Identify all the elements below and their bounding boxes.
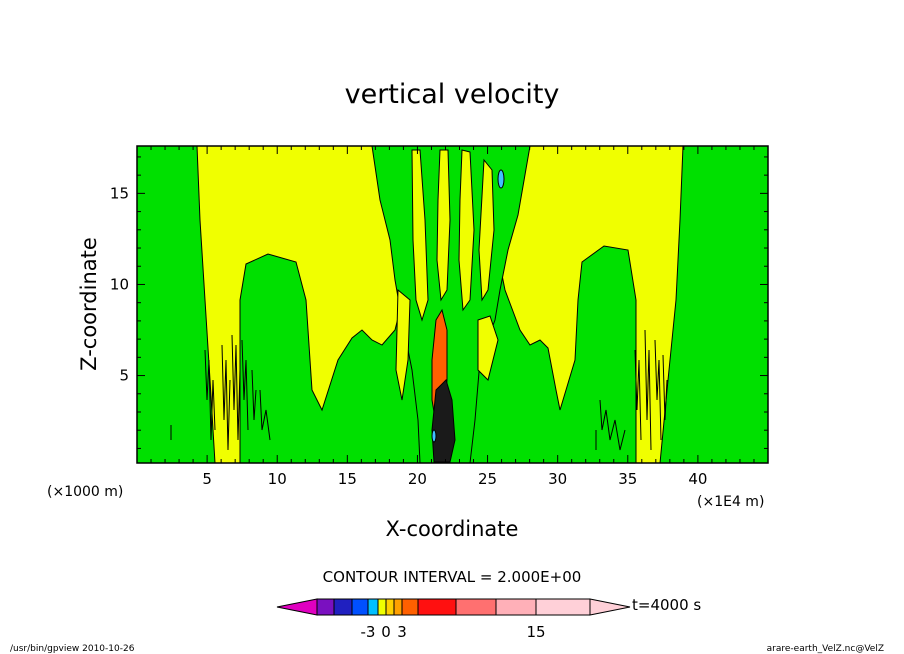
colorbar-swatch [455,598,497,616]
contour-noise-right [595,329,668,451]
contour-wisp-2 [436,149,451,302]
colorbar-swatch [316,598,335,616]
footer-left: /usr/bin/gpview 2010-10-26 [10,644,135,654]
x-axis-unit: (×1E4 m) [697,494,764,510]
y-tick-label: 10 [110,275,129,293]
colorbar-swatch [333,598,353,616]
contour-wisp-1 [411,149,429,322]
contour-cell-negative-mid [497,169,505,189]
axis-ticks: 5 10 15 20 25 30 35 40 5 10 15 [110,146,768,488]
colorbar-swatch [377,598,387,616]
colorbar: -3 0 3 15 [276,598,631,641]
contour-interval-label: CONTOUR INTERVAL = 2.000E+00 [323,568,582,586]
x-tick-label: 10 [268,470,287,488]
y-tick-label: 5 [119,367,129,385]
colorbar-overflow-triangle [589,598,631,616]
x-tick-label: 15 [338,470,357,488]
y-axis-title: Z-coordinate [77,237,101,371]
contour-wisp-5 [395,288,411,401]
colorbar-tick-label: 0 [381,623,391,641]
colorbar-swatch [385,598,395,616]
colorbar-swatch [393,598,403,616]
colorbar-swatch [401,598,419,616]
colorbar-tick-label: -3 [361,623,376,641]
x-tick-label: 35 [618,470,637,488]
time-label: t=4000 s [632,596,701,614]
colorbar-swatch [351,598,369,616]
colorbar-swatch [535,598,591,616]
plot-frame [136,145,769,464]
contour-cell-small-negative [431,429,437,443]
x-tick-label: 40 [688,470,707,488]
colorbar-swatch [417,598,457,616]
x-tick-label: 5 [202,470,212,488]
colorbar-tick-label: 15 [526,623,545,641]
chart-title: vertical velocity [345,79,560,110]
contour-wisp-4 [478,158,495,302]
y-axis-unit: (×1000 m) [47,484,123,500]
colorbar-tick-label: 3 [397,623,407,641]
y-tick-label: 15 [110,184,129,202]
x-axis-title: X-coordinate [386,517,519,541]
footer-right: arare-earth_VelZ.nc@VelZ [767,644,884,654]
x-tick-label: 30 [548,470,567,488]
plot-area [136,145,769,464]
contour-wisp-3 [458,149,475,312]
colorbar-swatch [367,598,379,616]
x-tick-label: 25 [478,470,497,488]
colorbar-underflow-triangle [276,598,318,616]
contour-wisp-6 [477,315,499,381]
colorbar-swatch [495,598,537,616]
contour-noise-left [170,334,271,451]
x-tick-label: 20 [408,470,427,488]
